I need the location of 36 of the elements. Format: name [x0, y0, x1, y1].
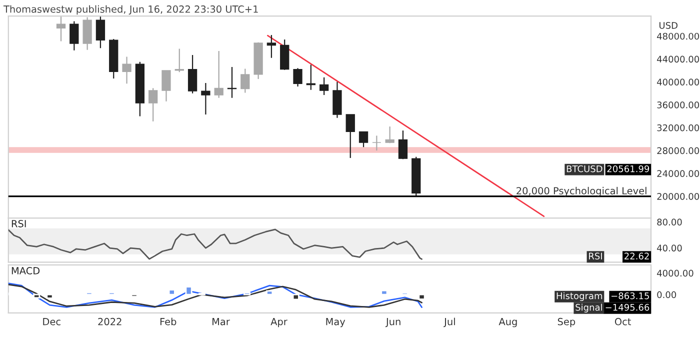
x-tick-label: Mar: [212, 318, 230, 326]
annotation: −1495.66: [606, 304, 650, 311]
y-tick-label: 36000.00: [657, 102, 700, 108]
x-tick-label: 2022: [98, 318, 122, 326]
y-tick-label: 40.00: [656, 244, 682, 252]
annotation: Histogram: [556, 292, 602, 301]
chart-title: MACD: [12, 267, 40, 274]
y-axis-title: USD: [659, 22, 678, 29]
y-tick-label: 40000.00: [656, 78, 700, 86]
x-tick-label: Sep: [558, 318, 576, 328]
y-tick-label: 44000.00: [656, 56, 700, 63]
x-tick-label: Dec: [43, 318, 60, 326]
y-tick-label: 80.00: [657, 218, 682, 226]
annotation: 22.62: [624, 252, 649, 260]
annotation: Signal: [576, 304, 602, 312]
x-tick-label: Oct: [614, 318, 631, 326]
y-tick-label: 4000.00: [656, 270, 694, 277]
chart-title: Thomaswestw published, Jun 16, 2022 23:30 UTC+1: [3, 5, 258, 15]
x-tick-label: Jul: [444, 318, 455, 328]
annotation: BTCUSD: [566, 165, 602, 172]
y-tick-label: 28000.00: [657, 147, 700, 154]
y-tick-label: 48000.00: [656, 32, 700, 40]
annotation: −863.15: [612, 292, 649, 300]
y-tick-label: 24000.00: [657, 170, 700, 177]
annotation: RSI: [589, 252, 602, 260]
y-tick-label: 20000.00: [657, 193, 700, 200]
x-tick-label: Apr: [270, 318, 288, 328]
y-tick-label: 32000.00: [657, 124, 700, 132]
x-tick-label: Feb: [160, 318, 176, 326]
x-tick-label: Aug: [498, 318, 517, 328]
x-tick-label: Jun: [385, 318, 400, 328]
chart-title: RSI: [12, 220, 26, 228]
annotation: 20561.99: [607, 165, 650, 172]
ref-line-label: 20,000 Psychological Level: [516, 186, 646, 196]
y-tick-label: 0.00: [657, 291, 676, 298]
x-tick-label: May: [326, 318, 346, 328]
